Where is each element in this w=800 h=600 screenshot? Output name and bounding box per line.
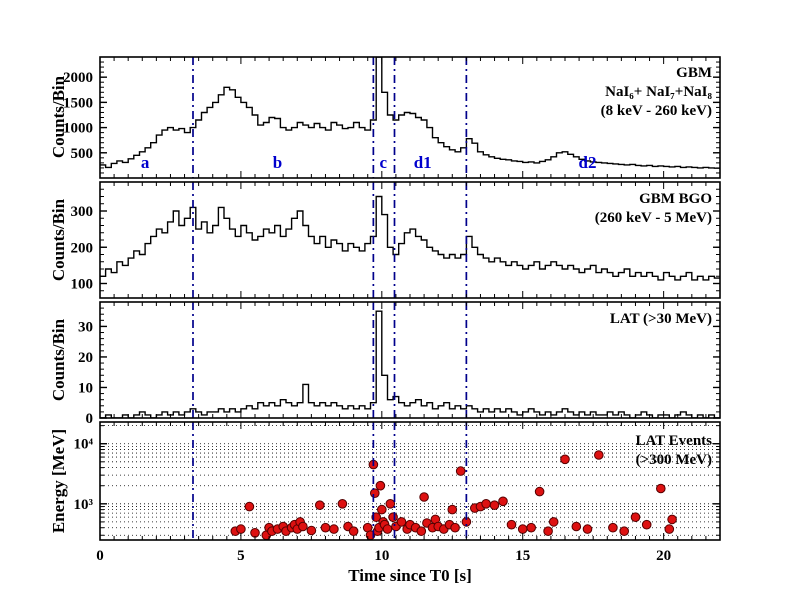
y-tick-label: 200 bbox=[71, 240, 94, 256]
panel2-annotation-line1: GBM BGO bbox=[639, 191, 712, 207]
panel3-annotation-line1: LAT (>30 MeV) bbox=[609, 311, 712, 327]
y-tick-label: 2000 bbox=[63, 70, 93, 86]
event-marker bbox=[582, 524, 593, 534]
event-marker bbox=[641, 519, 652, 530]
event-marker bbox=[382, 524, 393, 534]
event-marker bbox=[619, 526, 630, 537]
event-marker bbox=[506, 519, 517, 530]
x-tick-label: 5 bbox=[237, 548, 245, 564]
event-marker bbox=[481, 499, 491, 509]
event-marker bbox=[419, 492, 429, 502]
event-marker bbox=[250, 528, 260, 538]
y-tick-label: 30 bbox=[78, 319, 93, 335]
event-marker bbox=[455, 466, 466, 476]
x-tick-label: 20 bbox=[656, 548, 671, 564]
x-axis-label: Time since T0 [s] bbox=[348, 566, 472, 585]
panel1-ylabel: Counts/Bin bbox=[49, 75, 68, 159]
event-marker bbox=[498, 496, 508, 507]
y-tick-label: 1000 bbox=[63, 121, 93, 137]
panel4-annotation-line1: LAT Events bbox=[635, 433, 712, 449]
interval-label-d2: d2 bbox=[579, 153, 597, 172]
event-marker bbox=[594, 450, 604, 460]
interval-label-b: b bbox=[273, 153, 282, 172]
event-marker bbox=[630, 512, 641, 523]
panel4-annotation-line2: (>300 MeV) bbox=[635, 452, 712, 468]
event-marker bbox=[548, 517, 559, 527]
panel2-annotation: GBM BGO (260 keV - 5 MeV) bbox=[595, 190, 712, 228]
event-marker bbox=[337, 499, 348, 509]
event-marker bbox=[447, 504, 458, 515]
event-marker bbox=[236, 524, 246, 534]
panel-4-content bbox=[100, 422, 720, 540]
y-tick-label: 10 bbox=[78, 380, 93, 396]
event-marker bbox=[571, 521, 582, 532]
event-marker bbox=[320, 522, 331, 533]
panel4-annotation: LAT Events (>300 MeV) bbox=[635, 432, 712, 470]
x-tick-label: 10 bbox=[374, 548, 389, 564]
event-marker bbox=[667, 514, 677, 525]
event-marker bbox=[560, 454, 570, 465]
y-tick-label: 20 bbox=[78, 350, 93, 366]
event-marker bbox=[375, 480, 386, 491]
y-tick-label: 10³ bbox=[74, 497, 94, 513]
event-marker bbox=[489, 500, 500, 511]
event-marker bbox=[526, 522, 537, 533]
event-marker bbox=[534, 486, 545, 497]
event-marker bbox=[348, 526, 359, 537]
event-marker bbox=[664, 524, 675, 534]
step-histogram-panel3 bbox=[100, 310, 720, 418]
interval-label-c: c bbox=[379, 153, 387, 172]
event-marker bbox=[315, 500, 325, 511]
event-marker bbox=[244, 501, 255, 512]
panel3-annotation: LAT (>30 MeV) bbox=[610, 310, 712, 329]
event-marker bbox=[608, 522, 618, 533]
y-tick-label: 500 bbox=[71, 146, 94, 162]
y-tick-label: 10⁴ bbox=[74, 437, 94, 453]
panel2-annotation-line2: (260 keV - 5 MeV) bbox=[594, 210, 712, 226]
panel-1-content bbox=[100, 57, 720, 178]
event-marker bbox=[385, 499, 396, 509]
event-marker bbox=[370, 488, 380, 499]
interval-label-d1: d1 bbox=[414, 153, 432, 172]
event-marker bbox=[416, 526, 427, 537]
event-marker bbox=[306, 525, 317, 536]
event-marker bbox=[450, 522, 460, 533]
event-marker bbox=[388, 512, 398, 523]
step-histogram-panel1 bbox=[100, 57, 720, 169]
panel4-ylabel: Energy [MeV] bbox=[49, 428, 68, 534]
interval-label-a: a bbox=[141, 153, 150, 172]
event-marker bbox=[329, 524, 339, 534]
panel3-ylabel: Counts/Bin bbox=[49, 318, 68, 402]
panel1-annotation-line3: (8 keV - 260 keV) bbox=[600, 103, 712, 119]
panel2-ylabel: Counts/Bin bbox=[49, 198, 68, 282]
panel1-annotation-line2: NaI₆+ NaI₇+NaI₈ bbox=[605, 84, 712, 100]
x-tick-label: 0 bbox=[96, 548, 104, 564]
event-marker bbox=[396, 517, 407, 527]
panel-3-content bbox=[100, 302, 720, 418]
event-marker bbox=[298, 521, 308, 532]
event-marker bbox=[656, 483, 666, 494]
panel1-annotation-line1: GBM bbox=[676, 65, 712, 81]
panel-2-content bbox=[100, 182, 720, 298]
event-marker bbox=[377, 504, 387, 515]
y-tick-label: 0 bbox=[86, 411, 94, 427]
y-tick-label: 1500 bbox=[63, 95, 93, 111]
panel1-annotation: GBM NaI₆+ NaI₇+NaI₈ (8 keV - 260 keV) bbox=[601, 64, 712, 121]
y-tick-label: 100 bbox=[71, 277, 94, 293]
event-marker bbox=[543, 526, 553, 537]
event-marker bbox=[517, 524, 528, 534]
x-tick-label: 15 bbox=[515, 548, 530, 564]
y-tick-label: 300 bbox=[71, 204, 94, 220]
step-histogram-panel2 bbox=[100, 195, 720, 281]
